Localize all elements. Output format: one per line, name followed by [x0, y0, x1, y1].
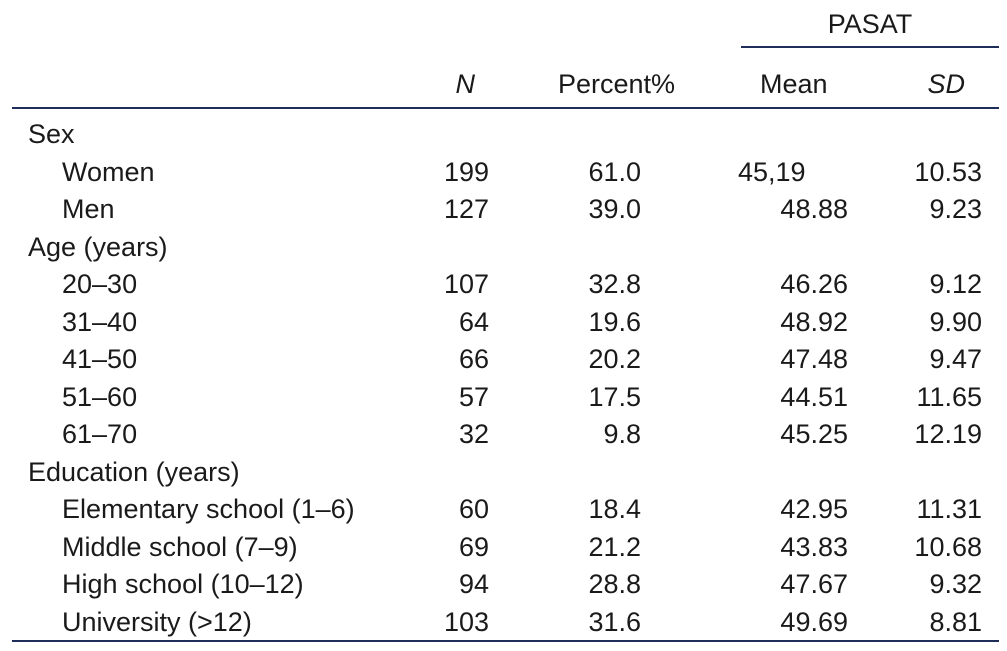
cell-n: 64: [458, 306, 489, 337]
table-bottom-rule: [12, 640, 999, 642]
cell-sd: 8.81: [929, 606, 982, 637]
cell-sd: 9.12: [929, 269, 982, 299]
cell-mean: 42.95: [780, 494, 848, 524]
cell-percent: 17.5: [588, 381, 641, 412]
cell-percent: 18.4: [588, 494, 641, 524]
cell-n: 199: [443, 156, 489, 187]
pasat-group-header: PASAT: [827, 9, 913, 39]
section-label: Sex: [28, 119, 75, 149]
cell-sd: 9.23: [929, 194, 982, 224]
cell-sd: 10.68: [914, 531, 982, 562]
section-label: Education (years): [28, 456, 240, 487]
row-label: 61–70: [62, 419, 138, 449]
cell-sd: 11.65: [916, 381, 982, 412]
row-label: University (>12): [62, 606, 252, 637]
cell-mean: 45,19: [738, 156, 806, 187]
cell-sd: 9.32: [929, 569, 982, 599]
cell-sd: 9.47: [929, 344, 982, 374]
cell-sd: 9.90: [929, 306, 982, 337]
row-label: High school (10–12): [62, 569, 304, 599]
cell-n: 57: [458, 381, 489, 412]
section-label: Age (years): [28, 231, 168, 262]
row-label: 41–50: [62, 344, 138, 374]
cell-percent: 19.6: [588, 306, 641, 337]
row-label: 31–40: [62, 306, 138, 337]
cell-percent: 28.8: [588, 569, 641, 599]
cell-mean: 44.51: [780, 381, 848, 412]
row-label: Women: [62, 156, 155, 187]
cell-mean: 47.48: [780, 344, 848, 374]
cell-percent: 31.6: [588, 606, 641, 637]
cell-sd: 10.53: [914, 156, 982, 187]
row-label: 51–60: [62, 381, 138, 412]
cell-percent: 39.0: [588, 194, 641, 224]
cell-sd: 12.19: [914, 419, 982, 449]
row-label: Men: [62, 194, 115, 224]
row-label: 20–30: [62, 269, 138, 299]
header-bottom-rule: [12, 107, 999, 109]
column-header-n: N: [455, 69, 476, 99]
cell-mean: 47.67: [780, 569, 848, 599]
cell-mean: 49.69: [780, 606, 848, 637]
cell-n: 60: [458, 494, 489, 524]
cell-percent: 61.0: [588, 156, 641, 187]
cell-n: 107: [443, 269, 489, 299]
cell-mean: 48.88: [780, 194, 848, 224]
cell-mean: 45.25: [780, 419, 848, 449]
cell-mean: 43.83: [780, 531, 848, 562]
column-header-sd: SD: [927, 69, 965, 99]
cell-n: 103: [443, 606, 489, 637]
cell-percent: 9.8: [603, 419, 641, 449]
cell-percent: 21.2: [588, 531, 641, 562]
cell-mean: 46.26: [780, 269, 848, 299]
cell-sd: 11.31: [916, 494, 982, 524]
cell-percent: 32.8: [588, 269, 641, 299]
cell-n: 66: [458, 344, 489, 374]
column-header-percent: Percent%: [557, 69, 675, 99]
cell-percent: 20.2: [588, 344, 641, 374]
cell-mean: 48.92: [780, 306, 848, 337]
pasat-group-rule: [741, 46, 999, 48]
cell-n: 32: [458, 419, 489, 449]
cell-n: 69: [458, 531, 489, 562]
column-header-mean: Mean: [760, 69, 828, 99]
cell-n: 127: [443, 194, 489, 224]
cell-n: 94: [458, 569, 489, 599]
row-label: Middle school (7–9): [62, 531, 298, 562]
row-label: Elementary school (1–6): [62, 494, 355, 524]
